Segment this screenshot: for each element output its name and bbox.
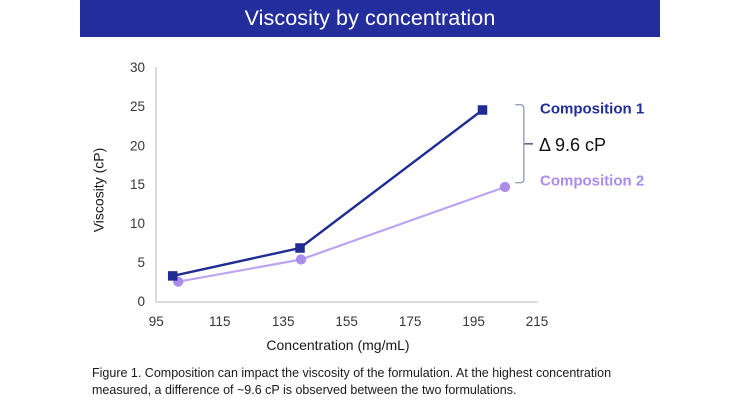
svg-text:Viscosity (cP): Viscosity (cP) bbox=[91, 148, 107, 233]
svg-text:30: 30 bbox=[130, 60, 145, 75]
svg-text:5: 5 bbox=[137, 255, 145, 270]
svg-text:20: 20 bbox=[130, 139, 145, 154]
svg-text:Concentration (mg/mL): Concentration (mg/mL) bbox=[266, 337, 409, 353]
svg-text:25: 25 bbox=[130, 99, 145, 114]
svg-text:155: 155 bbox=[335, 314, 358, 329]
svg-text:Δ 9.6 cP: Δ 9.6 cP bbox=[539, 135, 606, 155]
svg-text:215: 215 bbox=[526, 314, 549, 329]
svg-text:0: 0 bbox=[137, 294, 145, 309]
svg-text:115: 115 bbox=[209, 314, 231, 329]
svg-text:Composition 1: Composition 1 bbox=[540, 101, 644, 118]
svg-text:195: 195 bbox=[462, 314, 485, 329]
svg-text:10: 10 bbox=[130, 216, 145, 231]
svg-text:95: 95 bbox=[149, 314, 164, 329]
svg-text:135: 135 bbox=[272, 314, 295, 329]
svg-text:175: 175 bbox=[399, 314, 422, 329]
svg-text:Composition 2: Composition 2 bbox=[540, 173, 644, 190]
svg-text:15: 15 bbox=[130, 177, 145, 192]
